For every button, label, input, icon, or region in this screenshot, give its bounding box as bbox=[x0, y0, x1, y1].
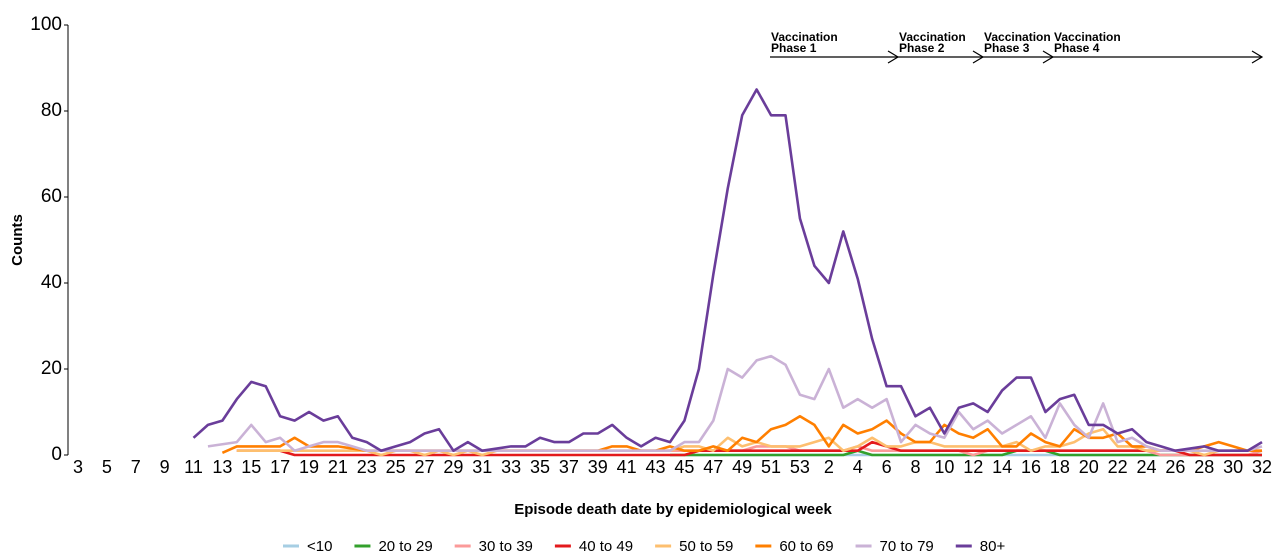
x-tick-label: 10 bbox=[934, 457, 954, 477]
x-tick-label: 53 bbox=[790, 457, 810, 477]
x-tick-label: 8 bbox=[910, 457, 920, 477]
x-tick-label: 4 bbox=[853, 457, 863, 477]
annotation-text: Vaccination bbox=[771, 30, 838, 44]
x-tick-label: 29 bbox=[443, 457, 463, 477]
x-tick-label: 39 bbox=[588, 457, 608, 477]
y-tick-label: 80 bbox=[41, 100, 62, 121]
x-tick-label: 21 bbox=[328, 457, 348, 477]
x-tick-label: 22 bbox=[1108, 457, 1128, 477]
x-tick-label: 20 bbox=[1079, 457, 1099, 477]
x-tick-label: 25 bbox=[386, 457, 406, 477]
y-axis-title: Counts bbox=[9, 214, 26, 266]
x-tick-label: 33 bbox=[501, 457, 521, 477]
x-tick-label: 9 bbox=[160, 457, 170, 477]
annotation-text: Phase 1 bbox=[771, 41, 817, 55]
x-tick-label: 37 bbox=[559, 457, 579, 477]
x-tick-label: 15 bbox=[241, 457, 261, 477]
annotation-text: Vaccination bbox=[1054, 30, 1121, 44]
annotation-text: Vaccination bbox=[899, 30, 966, 44]
x-tick-label: 47 bbox=[703, 457, 723, 477]
x-tick-label: 24 bbox=[1136, 457, 1156, 477]
x-tick-label: 51 bbox=[761, 457, 781, 477]
annotation-text: Phase 4 bbox=[1054, 41, 1100, 55]
series-line bbox=[192, 88, 1263, 452]
x-tick-label: 13 bbox=[212, 457, 232, 477]
legend-label: <10 bbox=[307, 538, 332, 555]
annotation-text: Phase 2 bbox=[899, 41, 945, 55]
x-tick-label: 12 bbox=[963, 457, 983, 477]
annotation-text: Vaccination bbox=[984, 30, 1051, 44]
x-tick-label: 18 bbox=[1050, 457, 1070, 477]
x-tick-label: 23 bbox=[357, 457, 377, 477]
legend-label: 70 to 79 bbox=[880, 538, 934, 555]
y-tick-label: 60 bbox=[41, 186, 62, 207]
x-tick-label: 6 bbox=[882, 457, 892, 477]
x-tick-label: 3 bbox=[73, 457, 83, 477]
annotation-text: Phase 3 bbox=[984, 41, 1030, 55]
legend-label: 20 to 29 bbox=[378, 538, 432, 555]
x-tick-label: 16 bbox=[1021, 457, 1041, 477]
x-tick-label: 49 bbox=[732, 457, 752, 477]
annotation-arrowhead bbox=[1251, 50, 1264, 64]
x-axis-title: Episode death date by epidemiological we… bbox=[514, 501, 832, 518]
legend-label: 50 to 59 bbox=[679, 538, 733, 555]
x-tick-label: 30 bbox=[1223, 457, 1243, 477]
x-tick-label: 17 bbox=[270, 457, 290, 477]
series-line bbox=[236, 440, 1262, 457]
x-tick-label: 19 bbox=[299, 457, 319, 477]
x-tick-label: 2 bbox=[824, 457, 834, 477]
y-tick-label: 100 bbox=[30, 14, 62, 35]
x-tick-label: 5 bbox=[102, 457, 112, 477]
x-tick-label: 14 bbox=[992, 457, 1012, 477]
y-tick-label: 40 bbox=[41, 272, 62, 293]
x-tick-label: 41 bbox=[617, 457, 637, 477]
x-tick-label: 45 bbox=[674, 457, 694, 477]
legend-label: 80+ bbox=[980, 538, 1006, 555]
x-tick-label: 32 bbox=[1252, 457, 1272, 477]
x-tick-label: 27 bbox=[415, 457, 435, 477]
x-tick-label: 28 bbox=[1194, 457, 1214, 477]
x-tick-label: 7 bbox=[131, 457, 141, 477]
legend-label: 40 to 49 bbox=[579, 538, 633, 555]
x-tick-label: 11 bbox=[184, 457, 203, 477]
legend-label: 60 to 69 bbox=[779, 538, 833, 555]
x-tick-label: 31 bbox=[472, 457, 492, 477]
y-tick-label: 0 bbox=[51, 444, 62, 465]
x-tick-label: 35 bbox=[530, 457, 550, 477]
x-tick-label: 26 bbox=[1165, 457, 1185, 477]
x-tick-label: 43 bbox=[646, 457, 666, 477]
legend-label: 30 to 39 bbox=[479, 538, 533, 555]
y-tick-label: 20 bbox=[41, 358, 62, 379]
